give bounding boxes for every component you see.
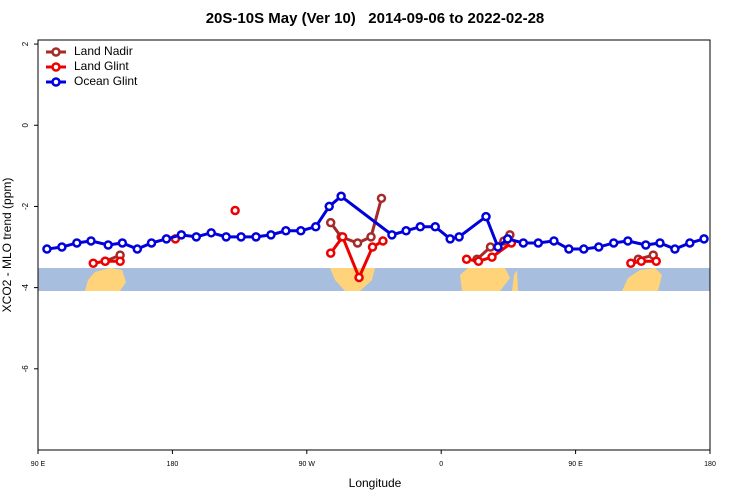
series-point bbox=[88, 258, 99, 269]
series-point bbox=[533, 238, 544, 248]
y-tick-label: -6 bbox=[21, 365, 30, 373]
legend-label: Land Nadir bbox=[74, 44, 133, 58]
series-point bbox=[191, 232, 202, 242]
land bbox=[85, 268, 126, 291]
series-point bbox=[493, 242, 503, 252]
series-point bbox=[655, 238, 665, 248]
series-point bbox=[473, 256, 484, 266]
series-point bbox=[376, 193, 387, 204]
plot-frame bbox=[37, 39, 711, 451]
series-point bbox=[57, 242, 67, 252]
series-point bbox=[352, 238, 363, 248]
series-point bbox=[685, 238, 695, 248]
legend-marker bbox=[51, 47, 61, 57]
x-tick-label: 180 bbox=[704, 461, 716, 468]
y-axis-label: XCO2 - MLO trend (ppm) bbox=[0, 178, 14, 313]
map-strip bbox=[38, 268, 710, 291]
series-point bbox=[354, 272, 364, 283]
series-point bbox=[699, 234, 709, 244]
series-point bbox=[103, 240, 113, 250]
series-point bbox=[430, 221, 440, 232]
series-point bbox=[387, 230, 397, 240]
series-point bbox=[487, 252, 497, 262]
y-tick-label: -4 bbox=[21, 284, 30, 292]
series-point bbox=[454, 232, 464, 242]
series-point bbox=[367, 242, 378, 252]
x-tick-label: 90 E bbox=[568, 461, 583, 468]
land bbox=[622, 268, 662, 291]
series-point bbox=[117, 238, 128, 248]
series-point bbox=[445, 234, 455, 244]
series-point bbox=[266, 230, 276, 240]
y-tick-label: -2 bbox=[21, 202, 30, 210]
series-point bbox=[325, 248, 336, 258]
x-tick-label: 90 E bbox=[31, 461, 46, 468]
series-point bbox=[115, 256, 125, 266]
series-point bbox=[415, 221, 426, 232]
legend-label: Land Glint bbox=[74, 59, 129, 73]
series-point bbox=[251, 232, 261, 242]
series-point bbox=[378, 236, 388, 246]
series-point bbox=[579, 244, 589, 254]
series-point bbox=[221, 232, 231, 242]
legend-marker bbox=[51, 77, 61, 87]
x-axis-label: Longitude bbox=[349, 476, 402, 490]
series-point bbox=[481, 211, 491, 222]
series-point bbox=[146, 238, 157, 248]
series-point bbox=[636, 256, 647, 266]
series-point bbox=[325, 217, 336, 228]
series-point bbox=[641, 240, 651, 250]
x-tick-label: 90 W bbox=[299, 461, 316, 468]
series-point bbox=[518, 238, 529, 248]
series-point bbox=[626, 258, 636, 269]
legend-marker bbox=[51, 62, 61, 72]
chart-title: 20S-10S May (Ver 10) 2014-09-06 to 2022-… bbox=[206, 10, 545, 27]
series-point bbox=[230, 205, 240, 216]
x-tick-label: 0 bbox=[439, 461, 443, 468]
series-point bbox=[132, 244, 143, 254]
series-point bbox=[608, 238, 619, 248]
y-tick-label: 2 bbox=[21, 41, 30, 46]
x-tick-label: 180 bbox=[167, 461, 179, 468]
series-point bbox=[461, 254, 472, 264]
series-point bbox=[176, 230, 187, 240]
series-point bbox=[485, 242, 496, 252]
series-point bbox=[72, 238, 82, 248]
series-point bbox=[86, 236, 96, 246]
series-point bbox=[623, 236, 633, 246]
series-point bbox=[502, 234, 513, 244]
land bbox=[330, 268, 375, 291]
series-point bbox=[42, 244, 52, 254]
series-point bbox=[593, 242, 604, 252]
series-point bbox=[236, 232, 246, 242]
series-point bbox=[366, 232, 376, 242]
series-point bbox=[651, 256, 661, 266]
series-point bbox=[336, 191, 346, 202]
series-line bbox=[466, 241, 513, 263]
land bbox=[460, 268, 510, 291]
series-point bbox=[670, 244, 680, 254]
series-point bbox=[549, 236, 559, 246]
series-point bbox=[337, 232, 348, 242]
series-point bbox=[100, 256, 110, 266]
series-point bbox=[206, 228, 216, 238]
y-tick-label: 0 bbox=[21, 122, 30, 127]
ocean-strip bbox=[38, 268, 710, 291]
series-point bbox=[311, 221, 321, 232]
land bbox=[512, 270, 518, 291]
series-point bbox=[281, 226, 291, 236]
series-point bbox=[296, 226, 306, 236]
series-point bbox=[401, 226, 411, 236]
series-point bbox=[161, 234, 172, 244]
legend-label: Ocean Glint bbox=[74, 74, 138, 88]
series-point bbox=[564, 244, 574, 254]
series-point bbox=[324, 201, 334, 212]
